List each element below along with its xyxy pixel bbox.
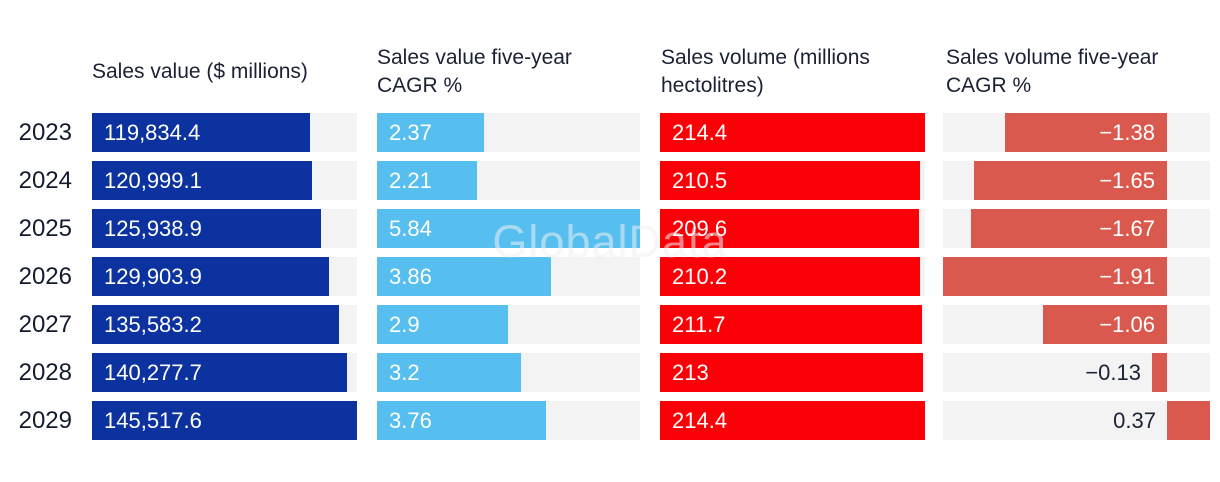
sales-volume-track: 210.2 [660, 257, 925, 296]
year-label: 2025 [18, 215, 72, 242]
sales-volume-value-label: 214.4 [672, 120, 728, 145]
header-sales-value-cagr: Sales value five-year CAGR % [377, 46, 572, 97]
sales-value-cagr-value-label: 3.86 [389, 264, 432, 289]
sales-value-bar [92, 305, 339, 344]
sales-volume-value-label: 214.4 [672, 408, 728, 433]
sales-volume-cagr-value-label: −1.67 [1099, 216, 1155, 241]
sales-volume-cagr-track: −1.06 [943, 305, 1210, 344]
sales-value-value-label: 125,938.9 [104, 216, 202, 241]
sales-value-value-label: 145,517.6 [104, 408, 202, 433]
sales-volume-track: 209.6 [660, 209, 925, 248]
sales-value-cagr-value-label: 2.9 [389, 312, 420, 337]
sales-value-bar [92, 209, 321, 248]
sales-volume-value-label: 213 [672, 360, 709, 385]
sales-value-track: 119,834.4 [92, 113, 357, 152]
sales-value-cagr-track: 2.37 [377, 113, 640, 152]
sales-value-cagr-value-label: 2.21 [389, 168, 432, 193]
sales-value-cagr-bar [377, 305, 508, 344]
sales-volume-track: 214.4 [660, 401, 925, 440]
sales-value-cagr-track: 2.9 [377, 305, 640, 344]
sales-value-track: 145,517.6 [92, 401, 357, 440]
sales-volume-cagr-bar [974, 161, 1167, 200]
sales-volume-value-label: 210.2 [672, 264, 728, 289]
sales-value-value-label: 129,903.9 [104, 264, 202, 289]
sales-value-bar [92, 257, 329, 296]
sales-value-cagr-track: 2.21 [377, 161, 640, 200]
sales-value-bar [92, 161, 312, 200]
sales-volume-bar [660, 113, 925, 152]
sales-value-cagr-bar [377, 257, 551, 296]
sales-volume-cagr-track: −0.13 [943, 353, 1210, 392]
sales-volume-cagr-track: −1.65 [943, 161, 1210, 200]
sales-value-cagr-value-label: 3.76 [389, 408, 432, 433]
sales-volume-track: 214.4 [660, 113, 925, 152]
sales-value-cagr-track: 3.86 [377, 257, 640, 296]
sales-volume-value-label: 211.7 [672, 312, 726, 337]
year-label: 2023 [18, 119, 72, 146]
sales-volume-track: 210.5 [660, 161, 925, 200]
header-sales-value: Sales value ($ millions) [92, 60, 308, 84]
sales-value-value-label: 135,583.2 [104, 312, 202, 337]
sales-value-cagr-bar [377, 401, 546, 440]
sales-value-bar [92, 353, 347, 392]
sales-value-cagr-bar [377, 209, 640, 248]
sales-value-cagr-bar [377, 353, 521, 392]
sales-volume-cagr-bar [943, 257, 1167, 296]
sales-volume-cagr-bar [1152, 353, 1167, 392]
sales-volume-cagr-value-label: −0.13 [1085, 360, 1141, 385]
sales-volume-bar [660, 209, 919, 248]
sales-volume-cagr-track: −1.38 [943, 113, 1210, 152]
sales-volume-cagr-value-label: −1.06 [1099, 312, 1155, 337]
sales-volume-value-label: 209.6 [672, 216, 728, 241]
sales-volume-bar [660, 353, 923, 392]
sales-value-bar [92, 401, 357, 440]
sales-value-value-label: 119,834.4 [104, 120, 201, 145]
sales-value-track: 120,999.1 [92, 161, 357, 200]
sales-value-track: 129,903.9 [92, 257, 357, 296]
sales-volume-cagr-bar [1167, 401, 1210, 440]
sales-value-track: 140,277.7 [92, 353, 357, 392]
header-sales-volume-cagr: Sales volume five-year CAGR % [946, 46, 1159, 97]
sales-value-cagr-track: 3.2 [377, 353, 640, 392]
sales-value-cagr-track: 5.84 [377, 209, 640, 248]
sales-value-cagr-bar [377, 113, 484, 152]
sales-volume-cagr-value-label: −1.65 [1099, 168, 1155, 193]
sales-volume-cagr-track: −1.91 [943, 257, 1210, 296]
sales-volume-cagr-bar [1043, 305, 1167, 344]
sales-volume-cagr-value-label: −1.38 [1099, 120, 1155, 145]
year-label: 2029 [18, 407, 72, 434]
sales-volume-bar [660, 161, 920, 200]
sales-volume-bar [660, 305, 922, 344]
sales-value-value-label: 140,277.7 [104, 360, 202, 385]
sales-volume-cagr-bar [971, 209, 1167, 248]
header-sales-volume: Sales volume (millions hectolitres) [661, 46, 870, 97]
sales-volume-bar [660, 401, 925, 440]
year-label: 2027 [18, 311, 72, 338]
year-label: 2026 [18, 263, 72, 290]
sales-volume-cagr-track: −1.67 [943, 209, 1210, 248]
sales-value-cagr-bar [377, 161, 477, 200]
sales-volume-cagr-track: 0.37 [943, 401, 1210, 440]
sales-volume-cagr-value-label: 0.37 [1113, 408, 1156, 433]
sales-value-cagr-value-label: 2.37 [389, 120, 432, 145]
sales-volume-track: 211.7 [660, 305, 925, 344]
sales-volume-track: 213 [660, 353, 925, 392]
sales-value-value-label: 120,999.1 [104, 168, 202, 193]
sales-value-cagr-track: 3.76 [377, 401, 640, 440]
sales-volume-value-label: 210.5 [672, 168, 728, 193]
sales-volume-cagr-bar [1005, 113, 1167, 152]
sales-value-bar [92, 113, 310, 152]
year-label: 2024 [18, 167, 72, 194]
sales-value-track: 125,938.9 [92, 209, 357, 248]
sales-value-cagr-value-label: 5.84 [389, 216, 432, 241]
sales-volume-cagr-value-label: −1.91 [1099, 264, 1155, 289]
sales-value-track: 135,583.2 [92, 305, 357, 344]
sales-value-cagr-value-label: 3.2 [389, 360, 420, 385]
year-label: 2028 [18, 359, 72, 386]
sales-volume-bar [660, 257, 920, 296]
